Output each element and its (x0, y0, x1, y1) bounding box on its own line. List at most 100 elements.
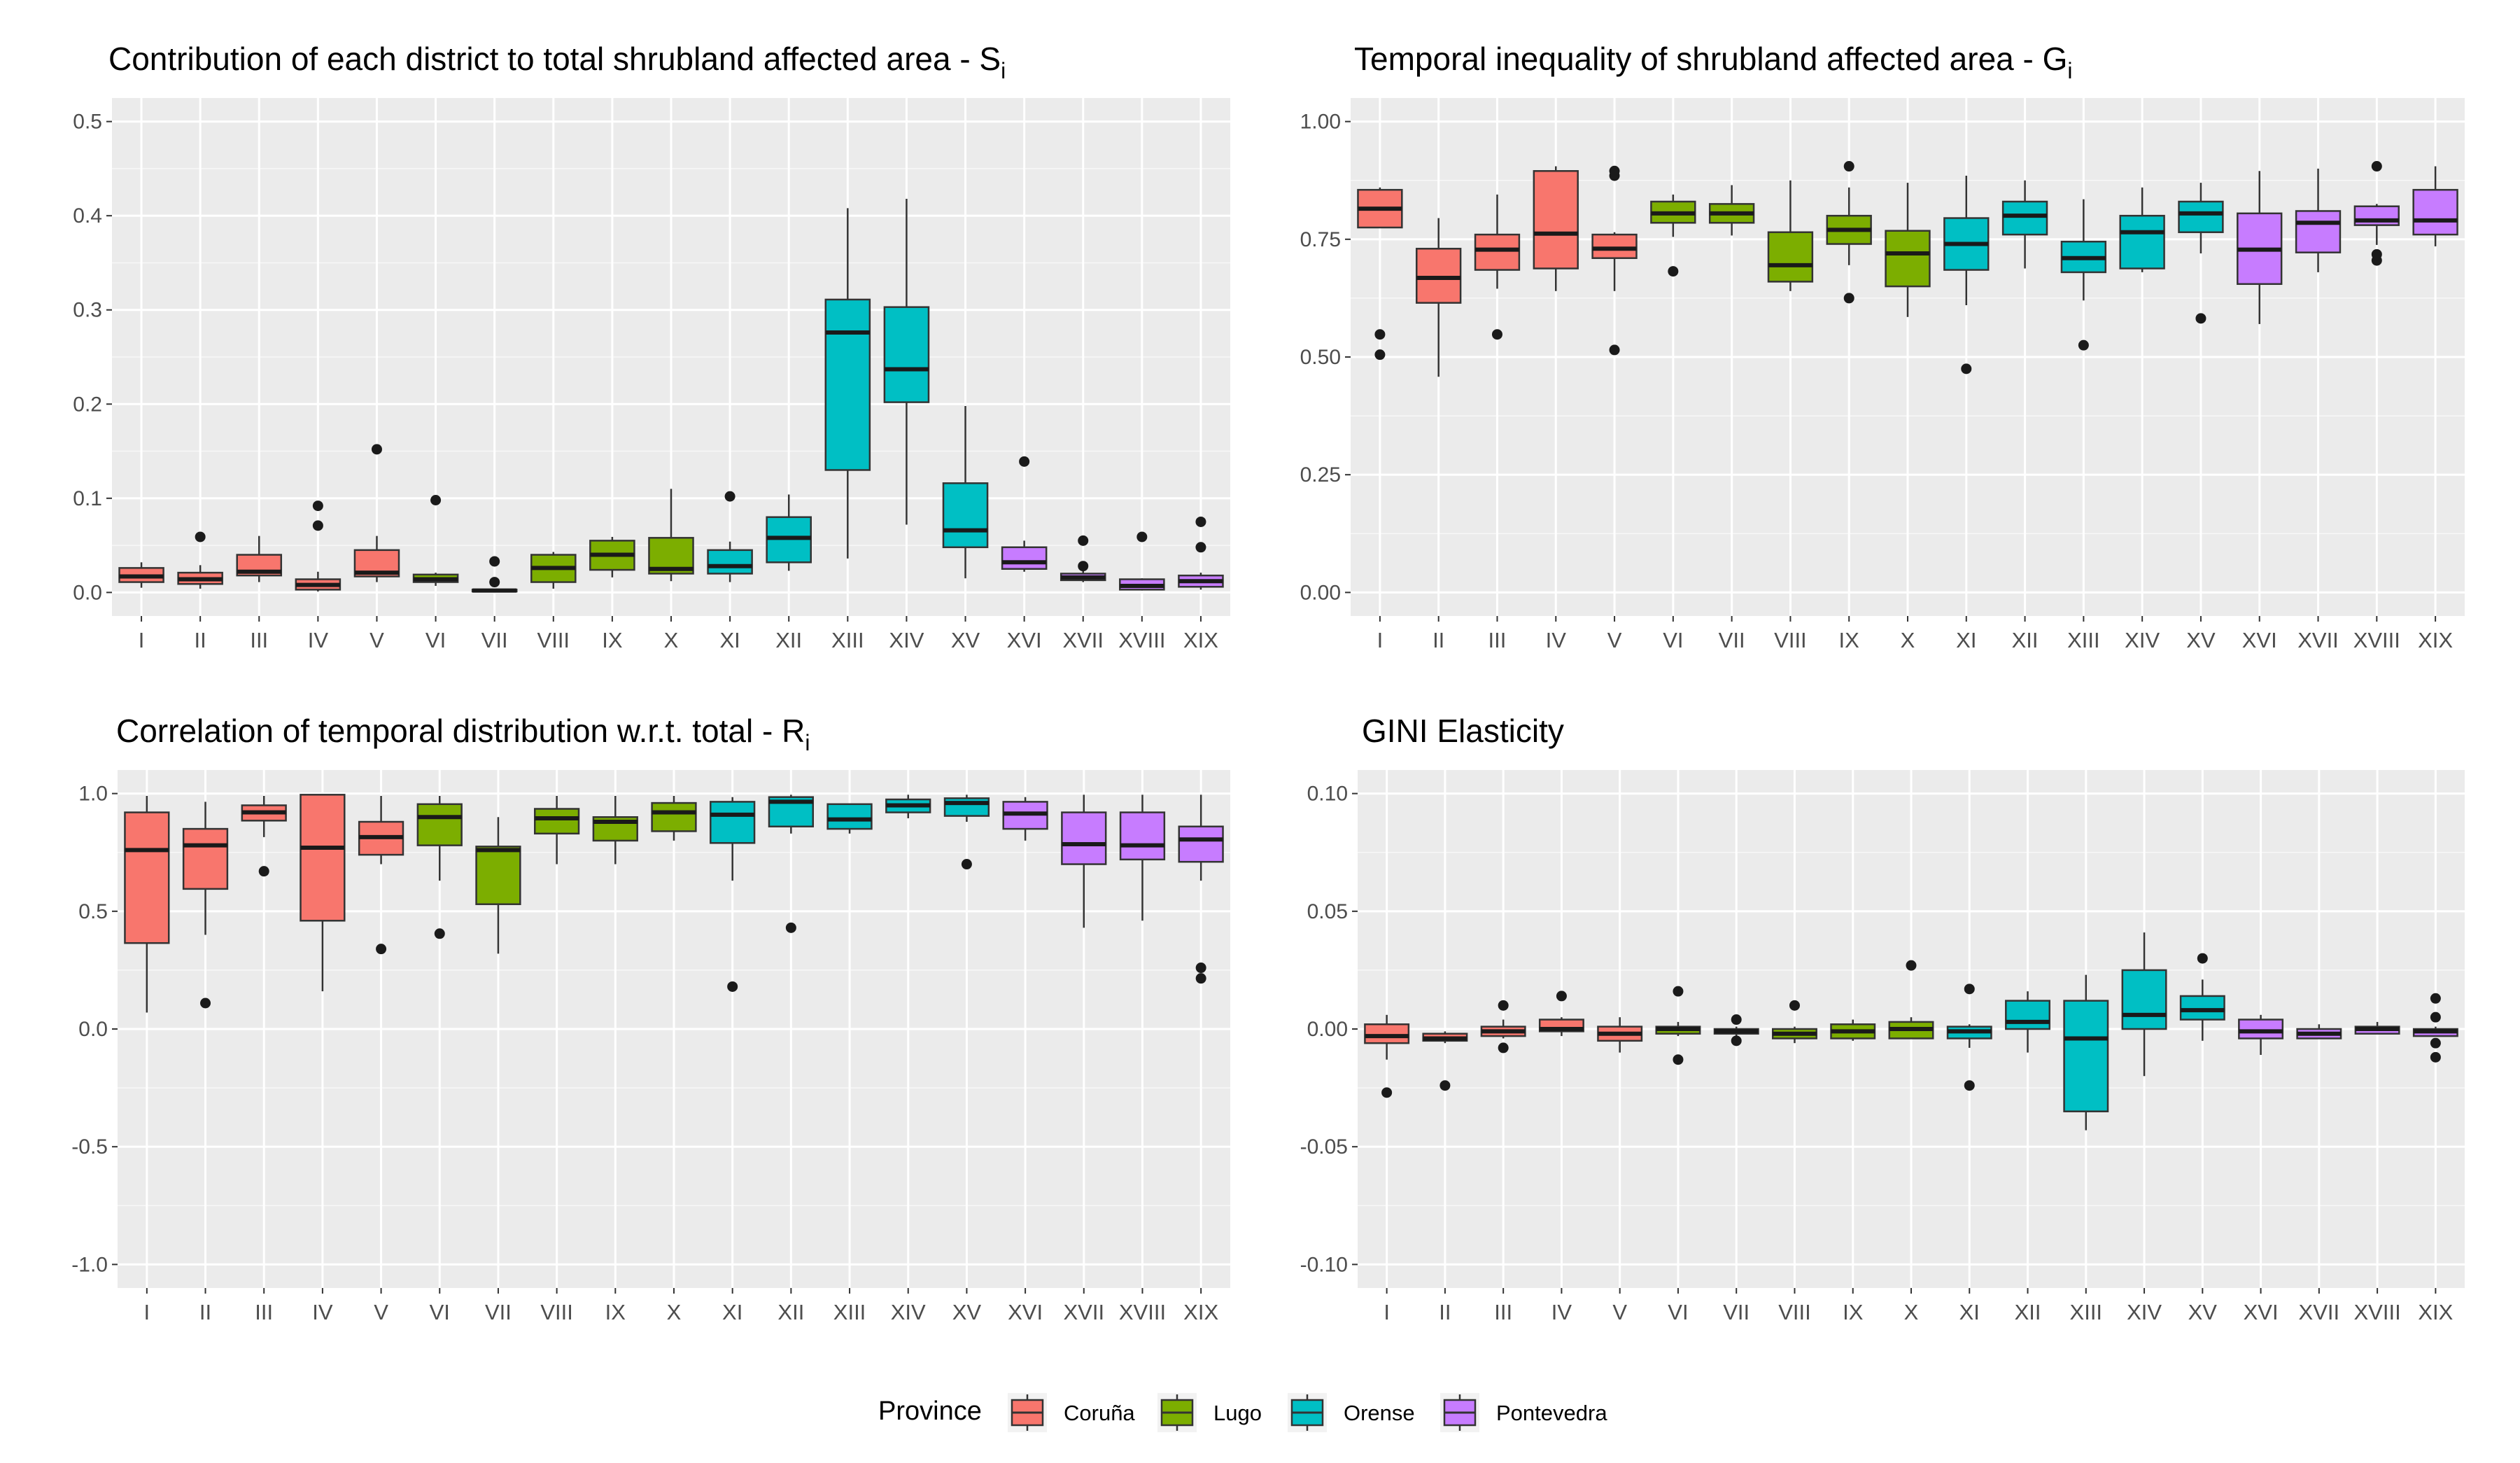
box-body (1119, 811, 1166, 861)
outlier-point (2078, 340, 2089, 351)
outlier-point (200, 997, 211, 1009)
legend-item-pontevedra: Pontevedra (1440, 1393, 1607, 1432)
x-tick-label: XVI (1008, 1300, 1043, 1324)
outlier-point (1195, 542, 1206, 553)
x-tick-label: XIV (2125, 628, 2160, 652)
x-tick-label: XIII (2067, 628, 2100, 652)
x-tick-label: X (1901, 628, 1915, 652)
box-body (2001, 200, 2048, 236)
x-tick-label: V (1612, 1300, 1627, 1324)
box-XIX (1178, 794, 1224, 984)
box-XVII (1060, 535, 1106, 582)
outlier-point (1498, 1000, 1509, 1011)
x-tick-label: XVII (1062, 628, 1104, 652)
box-VII (1708, 185, 1755, 236)
box-VII (1713, 1014, 1759, 1046)
x-tick-label: XIX (1183, 1300, 1218, 1324)
x-tick-label: XI (1959, 1300, 1980, 1324)
box-body (710, 801, 756, 844)
box-X (1888, 960, 1934, 1040)
outlier-point (1964, 983, 1975, 995)
box-body (1061, 811, 1107, 865)
x-tick-label: I (144, 1300, 150, 1324)
box-body (534, 808, 580, 835)
box-XIX (1178, 516, 1224, 590)
box-body (1364, 1023, 1410, 1044)
box-XI (1946, 983, 1992, 1091)
x-tick-label: I (1377, 628, 1384, 652)
outlier-point (489, 577, 500, 588)
outlier-point (1374, 329, 1386, 340)
outlier-point (195, 531, 206, 542)
box-body (2179, 995, 2225, 1021)
box-body (2238, 1018, 2284, 1040)
box-body (416, 803, 463, 846)
x-tick-label: VIII (540, 1300, 573, 1324)
box-body (2295, 210, 2342, 253)
x-tick-label: XI (719, 628, 740, 652)
panel-gini-elasticity: -0.10-0.050.000.050.10I II III IV V VI VII VIII… (1300, 770, 2465, 1324)
box-XVIII (2354, 1021, 2400, 1035)
x-tick-label: XI (1956, 628, 1976, 652)
y-tick-label: 0.0 (78, 1018, 108, 1041)
x-tick-label: XVIII (1118, 628, 1165, 652)
x-tick-label: XVII (1063, 1300, 1104, 1324)
outlier-point (1195, 973, 1206, 984)
outlier-point (2371, 248, 2382, 260)
box-XVI (2238, 1014, 2284, 1055)
x-tick-label: III (255, 1300, 273, 1324)
outlier-point (1906, 960, 1917, 971)
box-II (177, 531, 223, 589)
panel-4-title: GINI Elasticity (1362, 713, 1564, 749)
box-VIII (530, 552, 577, 589)
box-body (883, 306, 930, 403)
box-body (1416, 248, 1462, 304)
box-XII (2005, 991, 2051, 1053)
x-tick-label: IX (602, 628, 623, 652)
x-tick-label: XIV (889, 628, 924, 652)
outlier-point (312, 520, 323, 531)
x-tick-label: XIX (2418, 1300, 2453, 1324)
x-tick-label: V (374, 1300, 388, 1324)
y-tick-label: 1.0 (78, 783, 108, 806)
x-tick-label: XI (722, 1300, 742, 1324)
box-I (118, 562, 164, 588)
x-tick-label: VII (481, 628, 508, 652)
y-tick-label: 0.10 (1307, 783, 1348, 806)
legend-item-coruna: Coruña (1008, 1393, 1135, 1432)
box-I (124, 796, 170, 1013)
x-tick-label: VI (430, 1300, 450, 1324)
x-tick-label: XV (951, 628, 980, 652)
x-tick-label: XIX (1183, 628, 1218, 652)
x-tick-label: XVI (2244, 1300, 2279, 1324)
box-body (2412, 188, 2458, 236)
x-tick-label: XIX (2418, 628, 2453, 652)
outlier-point (1195, 962, 1206, 974)
y-tick-label: -0.05 (1300, 1135, 1348, 1158)
box-IV (300, 794, 346, 992)
box-V (1597, 1017, 1643, 1053)
outlier-point (1673, 986, 1684, 997)
box-body (2121, 969, 2167, 1030)
outlier-point (1609, 165, 1620, 176)
box-XIV (885, 794, 931, 818)
y-tick-label: -0.5 (71, 1135, 108, 1158)
box-body (1591, 233, 1638, 259)
outlier-point (1609, 344, 1620, 356)
x-tick-label: III (1494, 1300, 1512, 1324)
box-III (241, 796, 287, 877)
outlier-point (724, 491, 735, 502)
box-XIX (2412, 993, 2458, 1063)
outlier-point (312, 500, 323, 512)
x-tick-label: IX (1843, 1300, 1864, 1324)
panel-temporal-inequality-gi: 0.000.250.500.751.00I II III IV V VI VII VIII IX… (1300, 98, 2465, 652)
box-IV (295, 500, 342, 592)
box-IX (1826, 161, 1872, 304)
outlier-point (1731, 1035, 1742, 1046)
box-III (1480, 1000, 1526, 1054)
box-X (648, 489, 694, 582)
y-tick-label: 0.00 (1300, 581, 1341, 604)
box-XIV (2119, 187, 2165, 272)
box-XVIII (1119, 794, 1166, 921)
box-body (182, 827, 229, 890)
